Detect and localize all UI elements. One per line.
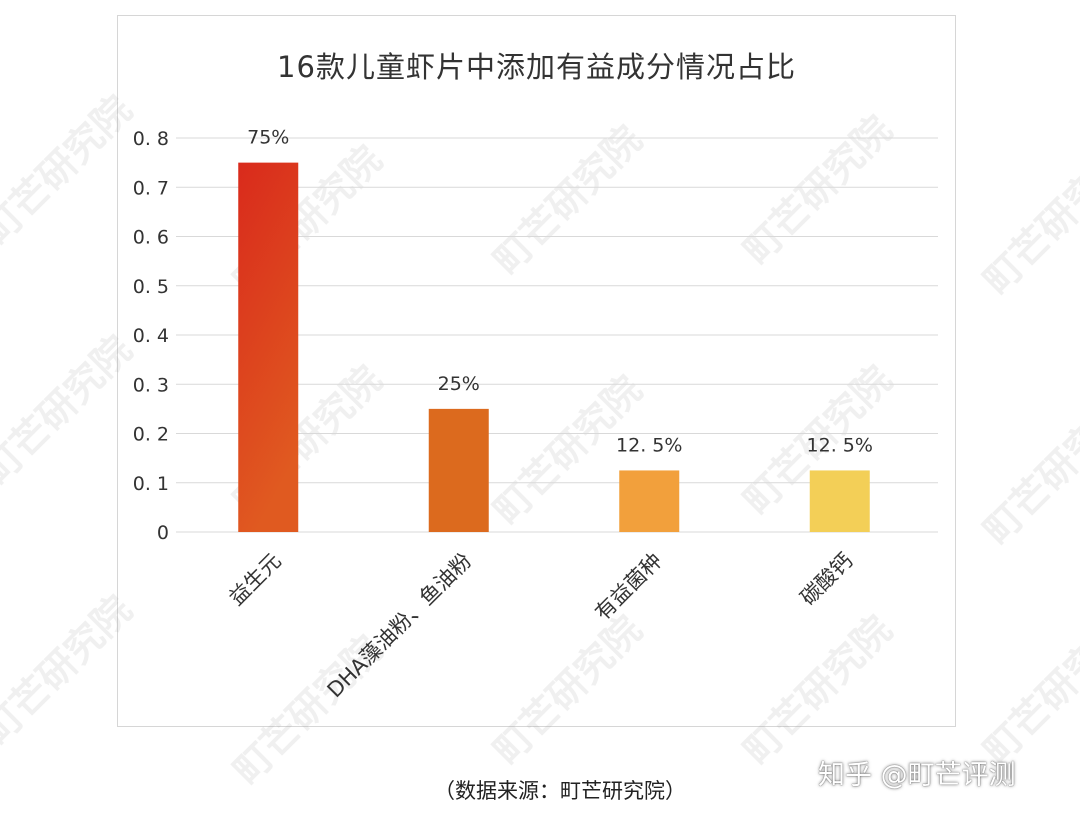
bar xyxy=(238,162,299,532)
brand-mark: 知乎 @町芒评测 xyxy=(818,760,1016,791)
bar xyxy=(428,408,489,532)
y-tick-label: 0. 7 xyxy=(133,177,169,199)
x-category-label: 益生元 xyxy=(224,549,286,611)
x-category-label: DHA藻油粉、鱼油粉 xyxy=(323,549,477,703)
bar xyxy=(619,470,680,532)
y-tick-label: 0 xyxy=(157,522,169,544)
x-category-label: 有益菌种 xyxy=(590,549,666,625)
y-tick-label: 0. 6 xyxy=(133,227,169,249)
x-category-label: 碳酸钙 xyxy=(796,549,858,611)
data-label: 75% xyxy=(247,127,289,149)
y-tick-label: 0. 4 xyxy=(133,325,169,347)
bar xyxy=(809,470,870,532)
source-note: （数据来源：町芒研究院） xyxy=(434,779,686,803)
y-tick-label: 0. 8 xyxy=(133,128,169,150)
y-tick-label: 0. 5 xyxy=(133,276,169,298)
chart-title: 16款儿童虾片中添加有益成分情况占比 xyxy=(277,50,796,84)
data-label: 25% xyxy=(438,373,480,395)
data-label: 12. 5% xyxy=(807,434,873,456)
y-tick-label: 0. 3 xyxy=(133,374,169,396)
y-tick-label: 0. 1 xyxy=(133,473,169,495)
data-label: 12. 5% xyxy=(616,434,682,456)
y-tick-label: 0. 2 xyxy=(133,424,169,446)
